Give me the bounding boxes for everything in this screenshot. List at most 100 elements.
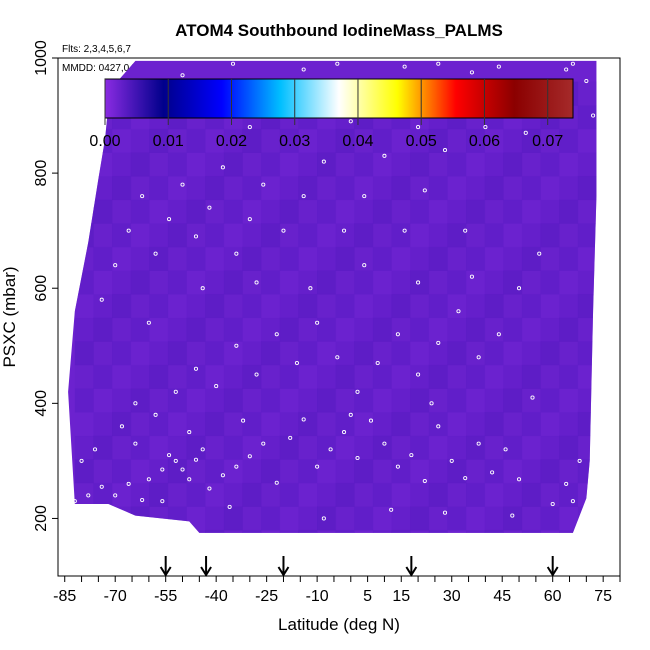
heatmap-cell [577, 105, 597, 130]
x-axis-label: Latitude (deg N) [278, 615, 400, 634]
heatmap-cell [167, 317, 188, 342]
heatmap-cell [335, 223, 355, 248]
heatmap-cell [484, 175, 504, 201]
sample-point [180, 467, 185, 472]
heatmap-cell [354, 128, 374, 153]
sample-point [476, 441, 481, 446]
heatmap-cell [205, 152, 225, 177]
heatmap-cell [577, 152, 597, 177]
heatmap-cell [577, 293, 597, 319]
heatmap-cell [74, 506, 94, 531]
heatmap-cell [503, 293, 523, 319]
heatmap-cell [242, 223, 262, 248]
heatmap-cell [223, 223, 243, 248]
heatmap-cell [130, 128, 150, 153]
heatmap-cell [447, 459, 467, 484]
sample-point [516, 477, 522, 482]
sample-point [79, 458, 84, 463]
heatmap-cell [354, 199, 374, 224]
heatmap-cell [559, 270, 579, 295]
heatmap-cell [93, 459, 113, 484]
heatmap-cell [223, 388, 243, 413]
sample-point [422, 188, 427, 193]
heatmap-cell [112, 317, 132, 342]
heatmap-cell [112, 270, 132, 295]
sample-point [126, 228, 131, 233]
heatmap-cell [484, 293, 504, 319]
colorbar-tick-label: 0.00 [89, 133, 120, 150]
sample-point [230, 61, 236, 66]
heatmap-cell [372, 459, 393, 484]
heatmap-cell [317, 199, 337, 224]
heatmap-cell [354, 223, 374, 248]
sample-point [234, 251, 239, 256]
heatmap-cell [484, 482, 504, 507]
heatmap-cell [74, 482, 94, 507]
heatmap-cell [167, 482, 188, 507]
heatmap-cell [410, 317, 430, 342]
heatmap-cell [447, 506, 467, 531]
heatmap-cell [521, 341, 542, 366]
heatmap-cell [428, 341, 448, 366]
heatmap-cell [93, 199, 113, 224]
heatmap-cell [112, 223, 132, 248]
heatmap-cell [410, 128, 430, 153]
heatmap-cell [354, 388, 374, 413]
heatmap-cell [279, 459, 299, 484]
heatmap-cell [577, 529, 597, 533]
heatmap-cell [559, 128, 579, 153]
heatmap-cell [261, 246, 281, 271]
heatmap-cell [242, 435, 262, 460]
heatmap-cell [521, 270, 542, 295]
heatmap-cell [317, 529, 337, 533]
heatmap-cell [466, 459, 486, 484]
heatmap-cell [540, 175, 560, 201]
heatmap-cell [279, 128, 299, 153]
heatmap-cell [466, 152, 486, 177]
flight-arrow-head [546, 566, 559, 577]
heatmap-cell [261, 293, 281, 319]
sample-point [140, 497, 145, 503]
heatmap-cell [503, 459, 523, 484]
heatmap-cell [149, 199, 169, 224]
heatmap-cell [577, 223, 597, 248]
heatmap-cell [354, 411, 374, 437]
heatmap-cell [167, 128, 188, 153]
sample-point [355, 389, 360, 394]
heatmap-cell [354, 152, 374, 177]
heatmap-cell [391, 293, 411, 319]
heatmap-cell [559, 199, 579, 224]
heatmap-cell [559, 293, 579, 319]
sample-point [382, 441, 387, 446]
heatmap-cell [205, 223, 225, 248]
heatmap-cell [261, 388, 281, 413]
heatmap-cell [317, 152, 337, 177]
heatmap-cell [335, 459, 355, 484]
heatmap-cell [112, 152, 132, 177]
heatmap-cell [317, 341, 337, 366]
sample-point [490, 470, 495, 475]
heatmap-cell [74, 411, 94, 437]
sample-point [348, 119, 353, 124]
heatmap-cell [335, 364, 355, 389]
sample-point [113, 493, 118, 498]
sample-point [321, 516, 326, 521]
sample-point [187, 430, 192, 435]
heatmap-cell [391, 175, 411, 201]
sample-point [503, 447, 508, 452]
heatmap-cell [354, 459, 374, 484]
sample-point [247, 125, 252, 130]
heatmap-cell [428, 317, 448, 342]
y-axis-label: PSXC (mbar) [0, 266, 19, 367]
heatmap-cell [223, 341, 243, 366]
heatmap-cell [503, 246, 523, 271]
heatmap-cell [354, 435, 374, 460]
sample-point [119, 424, 124, 429]
flight-arrow-head [159, 566, 172, 577]
heatmap-cell [410, 435, 430, 460]
heatmap-cell [372, 152, 393, 177]
sample-point [281, 228, 286, 233]
heatmap-cell [242, 128, 262, 153]
heatmap-cell [223, 506, 243, 531]
heatmap-cell [112, 293, 132, 319]
